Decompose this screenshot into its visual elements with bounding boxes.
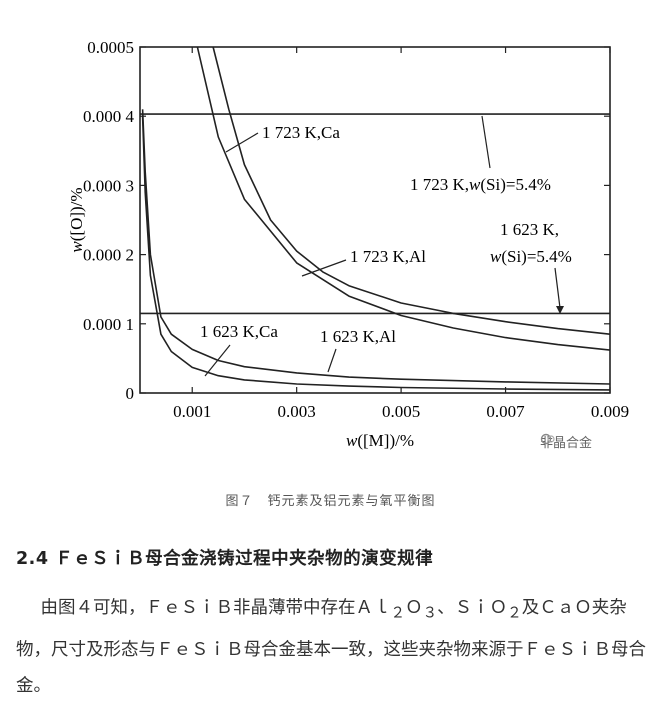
x-tick-label: 0.009 (591, 402, 629, 421)
y-tick-label: 0.000 1 (83, 315, 134, 334)
x-tick-label: 0.003 (278, 402, 316, 421)
body-paragraph: 由图４可知，ＦｅＳｉＢ非晶薄带中存在Ａｌ２Ｏ３、ＳｉＯ２及ＣａＯ夹杂物，尺寸及形… (16, 590, 646, 704)
x-tick-label: 0.005 (382, 402, 420, 421)
series-line (141, 116, 611, 391)
x-tick-label: 0.001 (173, 402, 211, 421)
x-axis-label: w([M])/% (346, 431, 414, 450)
leader-1623-ca (204, 344, 231, 377)
series-line (196, 46, 611, 351)
label-1623-ca: 1 623 K,Ca (200, 322, 278, 341)
label-1623-si-line1: 1 623 K, (500, 220, 559, 239)
y-tick-label: 0.000 2 (83, 246, 134, 265)
label-1623-si-line2: w(Si)=5.4% (490, 247, 572, 266)
figure-ref: ４ (75, 598, 94, 618)
section-title: 母合金浇铸过程中夹杂物的演变规律 (145, 549, 434, 569)
para-text: 可知，ＦｅＳｉＢ非晶薄带中存在Ａｌ (93, 598, 391, 618)
leader-1623-si-arrowhead (556, 306, 564, 314)
leader-1623-si (554, 267, 561, 309)
leader-1623-al (327, 348, 337, 373)
series-group (140, 46, 611, 391)
para-text: 、ＳｉＯ (437, 598, 508, 618)
x-tick-label: 0.007 (486, 402, 525, 421)
section-number: 2.4 (16, 549, 49, 569)
label-1723-ca: 1 723 K,Ca (262, 123, 340, 142)
subscript: ３ (422, 604, 438, 622)
leader-1723-ca (225, 132, 259, 153)
label-1723-si: 1 723 K,w(Si)=5.4% (410, 175, 551, 194)
label-1723-al: 1 723 K,Al (350, 247, 426, 266)
y-tick-label: 0.000 3 (83, 176, 134, 195)
y-axis-label: w([O])/% (67, 187, 86, 252)
figure-caption: 图７ 钙元素及铝元素与氧平衡图 (225, 494, 436, 509)
y-tick-label: 0.0005 (87, 38, 134, 57)
watermark-text: 非晶合金 (540, 436, 593, 451)
y-tick-label: 0.000 4 (83, 107, 135, 126)
equilibrium-chart: 0 0.000 1 0.000 2 0.000 3 0.000 4 0.0005 0.00… (67, 38, 629, 451)
brand-swirl-icon (540, 433, 555, 445)
y-axis: 0 0.000 1 0.000 2 0.000 3 0.000 4 0.0005 (83, 38, 610, 403)
leader-1723-al (301, 259, 347, 277)
label-1623-al: 1 623 K,Al (320, 327, 396, 346)
x-axis: 0.001 0.003 0.005 0.007 0.009 (173, 47, 629, 421)
y-tick-label: 0 (126, 384, 135, 403)
para-text: 及ＣａＯ夹杂物，尺寸及形态与ＦｅＳｉＢ母合金基本一致，这些夹杂物来源于ＦｅＳｉＢ… (16, 598, 646, 696)
series-line (212, 46, 611, 335)
series-line (141, 109, 611, 385)
chart-canvas: 0 0.000 1 0.000 2 0.000 3 0.000 4 0.0005 0.00… (67, 38, 629, 450)
subscript: ２ (390, 604, 406, 622)
subscript: ２ (507, 604, 522, 622)
leader-1723-si (481, 115, 491, 169)
section-title-latin: ＦｅＳｉＢ (55, 549, 146, 569)
section-heading: 2.4 ＦｅＳｉＢ母合金浇铸过程中夹杂物的演变规律 (16, 545, 433, 570)
para-text: Ｏ (405, 598, 423, 618)
plot-frame (139, 46, 611, 394)
para-text: 由图 (40, 598, 76, 618)
watermark: 非晶合金 (540, 432, 592, 451)
